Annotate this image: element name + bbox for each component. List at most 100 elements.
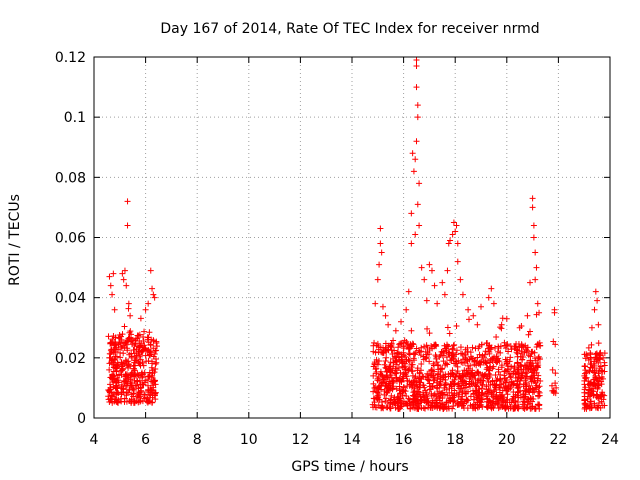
- data-point: [404, 340, 411, 347]
- data-point: [393, 359, 400, 366]
- data-point: [457, 276, 464, 283]
- data-point: [464, 405, 471, 412]
- data-point: [536, 356, 543, 363]
- data-point: [461, 352, 468, 359]
- data-point: [395, 400, 402, 407]
- data-point: [459, 370, 466, 377]
- data-point: [527, 279, 534, 286]
- data-point: [494, 375, 501, 382]
- data-point: [413, 63, 420, 70]
- data-point: [446, 395, 453, 402]
- data-point: [446, 330, 453, 337]
- data-point: [129, 341, 136, 348]
- data-point: [535, 401, 542, 408]
- data-point: [531, 405, 538, 412]
- data-point: [377, 370, 384, 377]
- data-point: [139, 373, 146, 380]
- x-tick-label: 16: [395, 432, 413, 448]
- data-point: [446, 349, 453, 356]
- data-point: [582, 355, 589, 362]
- data-point: [385, 342, 392, 349]
- data-point: [593, 391, 600, 398]
- data-point: [111, 306, 118, 313]
- data-point: [529, 204, 536, 211]
- data-point: [536, 309, 543, 316]
- data-point: [144, 347, 151, 354]
- data-point: [390, 396, 397, 403]
- data-point: [422, 387, 429, 394]
- data-point: [137, 381, 144, 388]
- data-point: [124, 378, 131, 385]
- data-point: [139, 359, 146, 366]
- data-point: [473, 388, 480, 395]
- data-point: [593, 350, 600, 357]
- data-point: [498, 321, 505, 328]
- data-point: [400, 343, 407, 350]
- data-point: [442, 376, 449, 383]
- data-point: [413, 378, 420, 385]
- data-point: [469, 367, 476, 374]
- tick-labels: 4 6 8 10 12 14 16 18 20 22 24 0 0.02 0.04 0.06 0.08 0.1 0…: [55, 50, 619, 448]
- data-point: [154, 343, 161, 350]
- data-point: [390, 383, 397, 390]
- data-point: [474, 396, 481, 403]
- data-point: [406, 345, 413, 352]
- data-point: [589, 388, 596, 395]
- data-point: [467, 393, 474, 400]
- data-point: [113, 362, 120, 369]
- data-point: [453, 360, 460, 367]
- data-point: [121, 323, 128, 330]
- data-point: [438, 366, 445, 373]
- data-point: [474, 321, 481, 328]
- data-point: [478, 341, 485, 348]
- data-point: [406, 382, 413, 389]
- data-point: [411, 382, 418, 389]
- data-point: [409, 401, 416, 408]
- data-point: [384, 368, 391, 375]
- data-point: [109, 371, 116, 378]
- data-point: [128, 331, 135, 338]
- data-point: [410, 168, 417, 175]
- data-point: [398, 356, 405, 363]
- data-point: [441, 384, 448, 391]
- x-axis-label: GPS time / hours: [291, 459, 408, 475]
- data-point: [585, 381, 592, 388]
- data-point: [115, 377, 122, 384]
- data-point: [407, 405, 414, 412]
- data-point: [424, 351, 431, 358]
- data-point: [527, 328, 534, 335]
- data-point: [131, 357, 138, 364]
- data-point: [110, 346, 117, 353]
- data-point: [446, 389, 453, 396]
- data-point: [386, 371, 393, 378]
- data-point: [552, 380, 559, 387]
- data-point: [453, 222, 460, 229]
- data-point: [476, 351, 483, 358]
- data-point: [106, 273, 113, 280]
- data-point: [424, 325, 431, 332]
- data-point: [433, 355, 440, 362]
- data-point: [531, 349, 538, 356]
- x-tick-label: 10: [240, 432, 258, 448]
- data-point: [525, 396, 532, 403]
- data-point: [586, 368, 593, 375]
- data-point: [382, 383, 389, 390]
- data-point: [423, 342, 430, 349]
- data-point: [549, 366, 556, 373]
- data-point: [533, 264, 540, 271]
- data-point: [397, 340, 404, 347]
- data-point: [486, 350, 493, 357]
- data-point: [110, 340, 117, 347]
- data-point: [498, 381, 505, 388]
- data-point: [536, 383, 543, 390]
- data-point: [501, 404, 508, 411]
- data-point: [387, 363, 394, 370]
- data-point: [137, 356, 144, 363]
- data-point: [146, 329, 153, 336]
- data-point: [400, 364, 407, 371]
- data-point: [505, 348, 512, 355]
- data-point: [136, 360, 143, 367]
- data-point: [127, 312, 134, 319]
- data-point: [146, 369, 153, 376]
- data-point: [122, 339, 129, 346]
